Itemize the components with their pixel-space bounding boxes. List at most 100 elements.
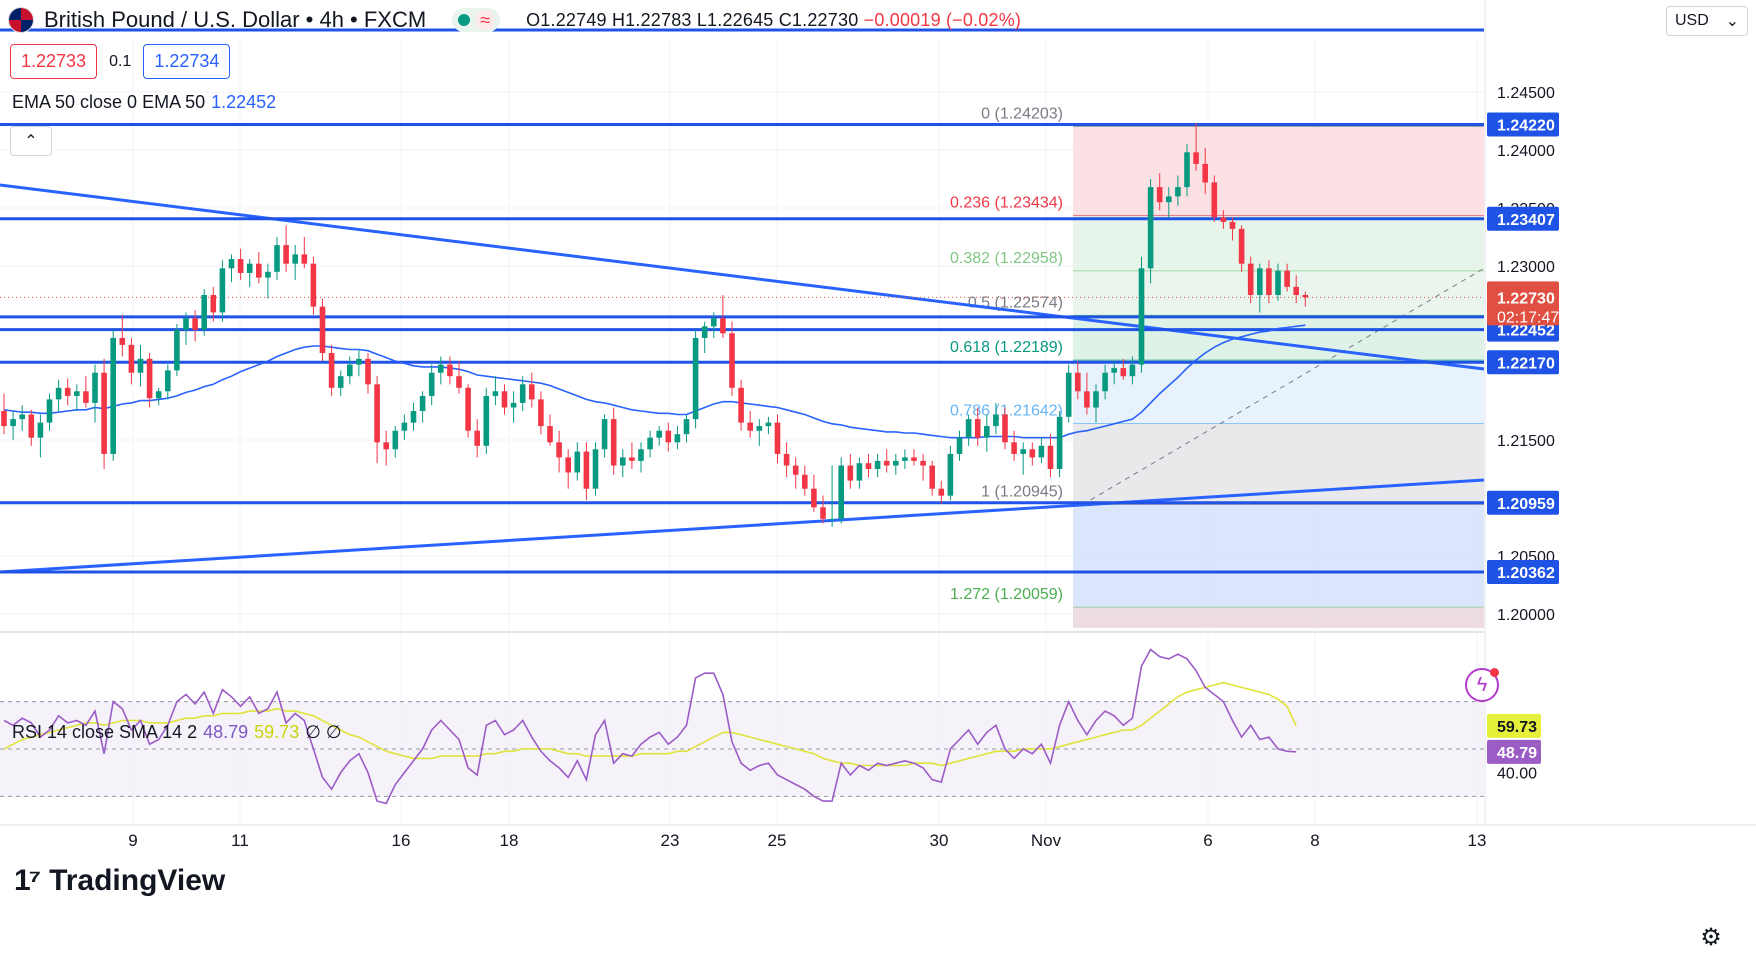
- candle-body: [756, 426, 763, 431]
- fib-level-label: 0.786 (1.21642): [950, 403, 1063, 420]
- fib-zone: [1073, 423, 1484, 505]
- candle-body: [19, 414, 25, 420]
- candle-body: [1111, 368, 1117, 373]
- candle-body: [601, 419, 608, 450]
- price-tick-label: 1.20000: [1497, 607, 1555, 624]
- rsi-band: [0, 701, 1484, 797]
- candle-body: [1156, 187, 1163, 203]
- high-value: H1.22783: [611, 9, 692, 30]
- candle-body: [620, 457, 626, 466]
- candle-body: [720, 318, 726, 334]
- rsi-line: [3, 648, 1297, 805]
- level-price-tag-label: 1.22170: [1497, 355, 1555, 372]
- sell-button[interactable]: 1.22733: [10, 44, 98, 79]
- candle-body: [974, 419, 981, 438]
- candle-body: [893, 460, 899, 466]
- candle-body: [965, 419, 972, 438]
- candle-body: [137, 358, 144, 373]
- rsi-value-tag: [1487, 739, 1541, 764]
- fib-zone: [1073, 504, 1484, 608]
- candle-body: [802, 474, 808, 489]
- candle-body: [711, 318, 717, 327]
- rsi-legend[interactable]: RSI 14 close SMA 14 2 48.79 59.73 ∅ ∅: [12, 722, 342, 743]
- time-tick-label: 30: [930, 831, 949, 850]
- market-open-icon: [458, 14, 471, 26]
- fib-zone: [1073, 126, 1484, 216]
- ascending-trendline: [0, 478, 1485, 574]
- time-tick-label: Nov: [1031, 831, 1062, 850]
- spread-value: 0.1: [109, 52, 132, 70]
- candle-body: [1211, 182, 1218, 218]
- notification-dot-icon: [1490, 668, 1499, 677]
- candle-body: [419, 395, 426, 411]
- candle-body: [401, 422, 408, 431]
- chart-settings-button[interactable]: ⚙: [1696, 922, 1726, 952]
- candle-body: [101, 372, 107, 454]
- candle-body: [383, 442, 389, 450]
- candle-body: [1, 411, 7, 427]
- candle-body: [1056, 416, 1063, 469]
- candle-body: [1193, 152, 1199, 164]
- candle-body: [1047, 445, 1054, 469]
- candle-body: [1020, 449, 1026, 454]
- candle-body: [283, 245, 289, 264]
- buy-button[interactable]: 1.22734: [143, 44, 231, 79]
- candle-body: [447, 364, 453, 377]
- candle-body: [201, 295, 207, 330]
- candle-body: [556, 442, 562, 458]
- time-tick-label: 6: [1203, 831, 1212, 850]
- candle-body: [1293, 286, 1299, 295]
- rsi-sma-legend-value: 59.73: [254, 722, 300, 742]
- candle-body: [1075, 372, 1081, 392]
- level-price-tag: [1487, 560, 1559, 585]
- candle-body: [984, 426, 990, 438]
- candle-body: [838, 465, 844, 519]
- price-tick-label: 1.23000: [1497, 259, 1555, 276]
- price-tick-label: 1.24000: [1497, 143, 1555, 160]
- candle-body: [456, 376, 462, 388]
- candle-body: [574, 451, 581, 473]
- candle-body: [128, 344, 135, 373]
- gear-icon: ⚙: [1700, 923, 1722, 951]
- candle-body: [365, 358, 371, 385]
- candle-body: [738, 387, 744, 423]
- candle-body: [1220, 217, 1227, 222]
- rsi-tick-label: 40.00: [1497, 766, 1537, 783]
- price-tick-label: 1.21500: [1497, 433, 1555, 450]
- candle-body: [256, 263, 262, 278]
- candle-body: [483, 395, 490, 446]
- candle-body: [319, 306, 326, 353]
- candle-body: [1166, 196, 1172, 203]
- time-tick-label: 9: [128, 831, 137, 850]
- level-price-tag-label: 1.23407: [1497, 212, 1555, 229]
- ema-legend[interactable]: EMA 50 close 0 EMA 50 1.22452: [12, 92, 276, 113]
- candle-body: [1266, 268, 1272, 295]
- currency-selector[interactable]: USD ⌄: [1666, 6, 1748, 36]
- level-price-tag: [1487, 206, 1559, 231]
- candle-body: [1084, 391, 1090, 408]
- candle-body: [920, 460, 926, 466]
- collapse-legend-button[interactable]: ⌃: [10, 126, 52, 156]
- rsi-sma-line: [3, 681, 1297, 767]
- candle-body: [783, 453, 790, 466]
- flash-alert-button[interactable]: ϟ: [1465, 668, 1499, 702]
- symbol-title[interactable]: British Pound / U.S. Dollar • 4h • FXCM: [44, 7, 427, 32]
- candle-body: [310, 263, 317, 307]
- change-value: −0.00019 (−0.02%): [863, 9, 1022, 30]
- market-status-indicator[interactable]: ≈: [452, 8, 501, 32]
- candle-body: [174, 329, 180, 371]
- candle-body: [328, 353, 335, 388]
- fib-level-label: 0.236 (1.23434): [950, 195, 1063, 212]
- rsi-legend-extra: ∅ ∅: [305, 722, 342, 742]
- candle-body: [874, 460, 881, 469]
- candle-body: [28, 414, 35, 438]
- rsi-legend-value: 48.79: [203, 722, 249, 742]
- level-price-tag-label: 1.24220: [1497, 117, 1555, 134]
- rsi-value-tag-label: 48.79: [1497, 745, 1537, 762]
- candle-body: [1029, 449, 1036, 458]
- candle-body: [1257, 268, 1263, 295]
- candle-body: [1302, 295, 1309, 298]
- fib-level-label: 0.382 (1.22958): [950, 250, 1063, 267]
